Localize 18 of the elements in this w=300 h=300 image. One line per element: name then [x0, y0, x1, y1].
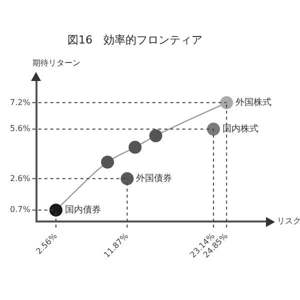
point — [220, 96, 234, 110]
y-tick-label: 7.2% — [10, 98, 31, 107]
point — [49, 204, 62, 217]
y-axis-title: 期待リターン — [32, 58, 80, 68]
point — [101, 156, 114, 169]
y-tick-label: 5.6% — [10, 124, 31, 134]
y-tick-label: 0.7% — [10, 205, 31, 214]
x-axis-title: リスク — [277, 216, 300, 226]
point — [206, 122, 220, 136]
annotation: 国内債券 — [64, 204, 101, 216]
y-tick-label: 2.6% — [10, 174, 31, 183]
point — [128, 140, 142, 154]
annotation: 外国株式 — [236, 97, 272, 108]
chart-title: 図16 効率的フロンティア — [68, 33, 202, 46]
point — [149, 129, 162, 142]
annotation: 外国債券 — [136, 173, 172, 184]
annotation: 国内株式 — [222, 123, 258, 134]
point — [120, 172, 134, 186]
